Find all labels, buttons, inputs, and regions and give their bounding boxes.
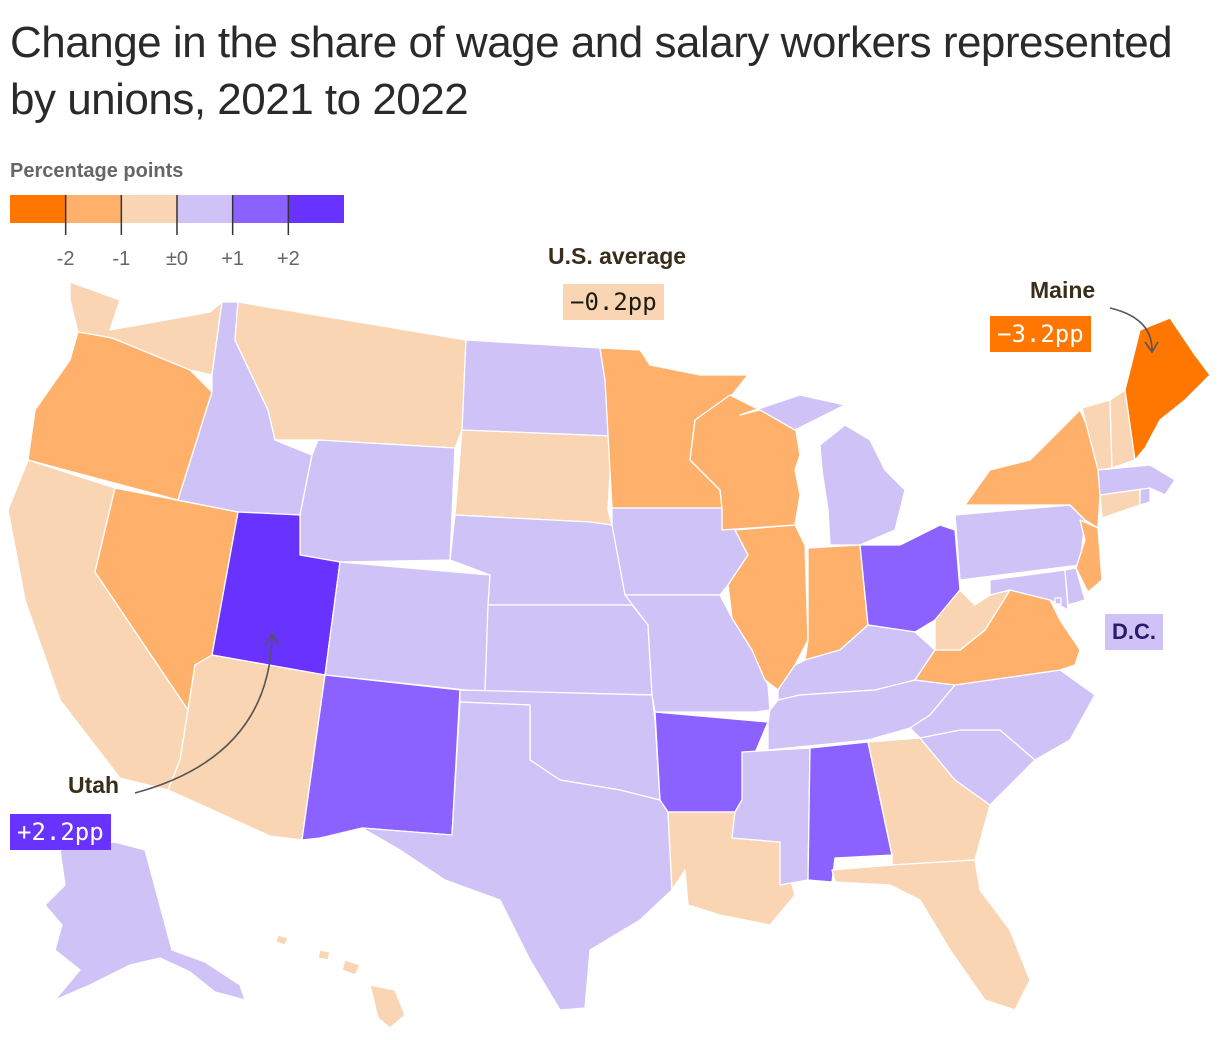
maine-arrow (1109, 307, 1153, 351)
state-KS (484, 604, 653, 696)
legend-tick-label: ±0 (166, 248, 188, 270)
state-ME (1124, 317, 1211, 461)
dc-label: D.C. (1105, 614, 1163, 650)
legend-tick-label: -1 (112, 248, 130, 270)
state-ND (461, 339, 613, 437)
utah-label: Utah (68, 772, 120, 798)
state-TX (361, 701, 673, 1011)
legend-swatch (232, 195, 289, 223)
state-WY (299, 439, 456, 563)
state-RI (1139, 487, 1151, 506)
legend-tick-label: +2 (277, 248, 300, 270)
legend-swatch (288, 195, 344, 223)
legend-tick-label: -2 (57, 248, 75, 270)
utah-value: +2.2pp (10, 814, 111, 850)
legend-swatch (177, 195, 234, 223)
legend-swatch (65, 195, 122, 223)
state-IL (727, 524, 809, 691)
legend-swatch (121, 195, 178, 223)
state-MA (1097, 464, 1176, 496)
maine-arrowhead (1144, 341, 1159, 354)
state-NM (301, 674, 461, 841)
state-FL (831, 859, 1031, 1011)
utah-arrowhead (264, 632, 280, 646)
state-DC (1054, 597, 1062, 605)
us-average-label: U.S. average (548, 243, 687, 269)
state-PA (954, 504, 1086, 581)
maine-value: −3.2pp (990, 316, 1091, 352)
color-legend: -2 -1 ±0 +1 +2 (10, 195, 344, 270)
us-average-value: −0.2pp (563, 284, 664, 320)
state-NC (909, 669, 1096, 761)
legend-title: Percentage points (10, 160, 184, 182)
maine-label: Maine (1030, 277, 1096, 303)
legend-swatch (10, 195, 67, 223)
state-HI (275, 934, 406, 1029)
state-CO (324, 561, 491, 693)
state-SD (454, 429, 613, 526)
state-AK (44, 841, 246, 1001)
state-MI (739, 394, 906, 546)
legend-tick-label: +1 (221, 248, 244, 270)
state-DE (1064, 567, 1086, 606)
utah-arrow (134, 635, 273, 794)
chart-title: Change in the share of wage and salary w… (10, 18, 1173, 124)
